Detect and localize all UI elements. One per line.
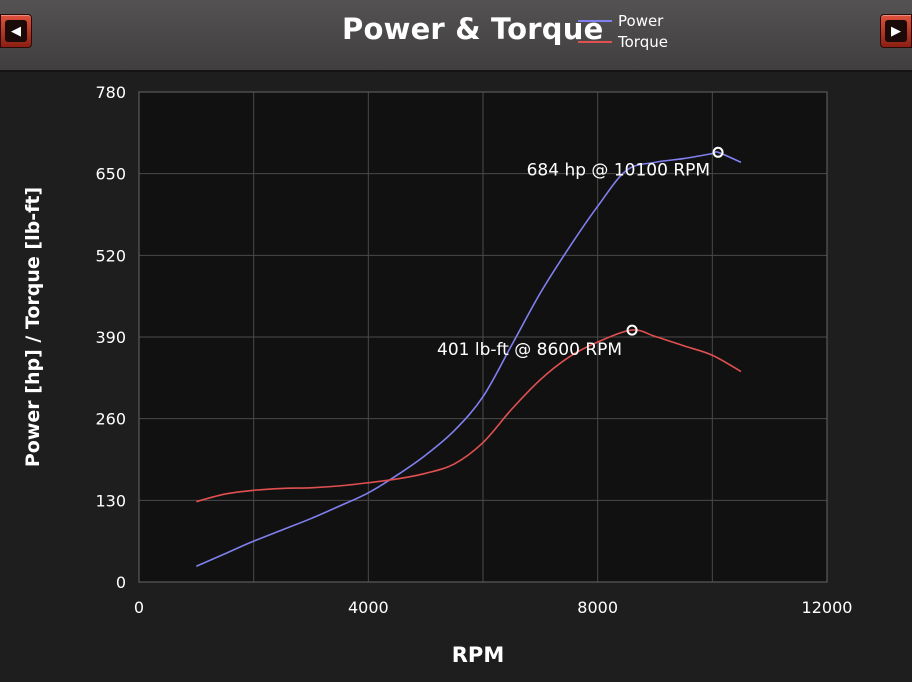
peak-label-torque: 401 lb-ft @ 8600 RPM: [437, 340, 622, 360]
legend-label-power: Power: [618, 11, 664, 30]
y-axis-title: Power [hp] / Torque [lb-ft]: [22, 187, 44, 467]
y-tick-label: 520: [95, 246, 126, 265]
peak-marker-torque: [626, 324, 638, 336]
peak-marker-power: [712, 146, 724, 158]
series-line-torque: [196, 329, 742, 503]
y-tick-label: 650: [95, 165, 126, 184]
next-button[interactable]: ▶: [880, 14, 912, 48]
y-tick-label: 0: [116, 573, 126, 592]
legend-item-power: Power: [578, 10, 668, 31]
left-arrow-icon: ◀: [5, 20, 27, 42]
legend-swatch-power: [578, 19, 612, 22]
series-line-power: [196, 150, 742, 568]
legend-item-torque: Torque: [578, 31, 668, 52]
x-tick-label: 0: [134, 598, 144, 617]
y-tick-label: 780: [95, 83, 126, 102]
x-tick-label: 12000: [802, 598, 853, 617]
previous-button[interactable]: ◀: [0, 14, 32, 48]
plot-border: [138, 91, 828, 583]
legend-label-torque: Torque: [618, 32, 668, 51]
legend: Power Torque: [578, 10, 668, 52]
chart: 0 4000 8000 12000 0 130 260 390 520 650 780 RPM Powe…: [22, 83, 853, 667]
x-tick-label: 4000: [348, 598, 389, 617]
peak-label-power: 684 hp @ 10100 RPM: [527, 160, 710, 180]
chart-title: Power & Torque: [342, 12, 604, 46]
x-axis-title: RPM: [452, 643, 504, 667]
y-tick-label: 390: [95, 328, 126, 347]
right-arrow-icon: ▶: [885, 20, 907, 42]
legend-swatch-torque: [578, 40, 612, 43]
header-bar: ◀ Power & Torque Power Torque ▶: [0, 0, 912, 72]
y-tick-label: 130: [95, 491, 126, 510]
y-tick-label: 260: [95, 410, 126, 429]
x-tick-label: 8000: [577, 598, 618, 617]
